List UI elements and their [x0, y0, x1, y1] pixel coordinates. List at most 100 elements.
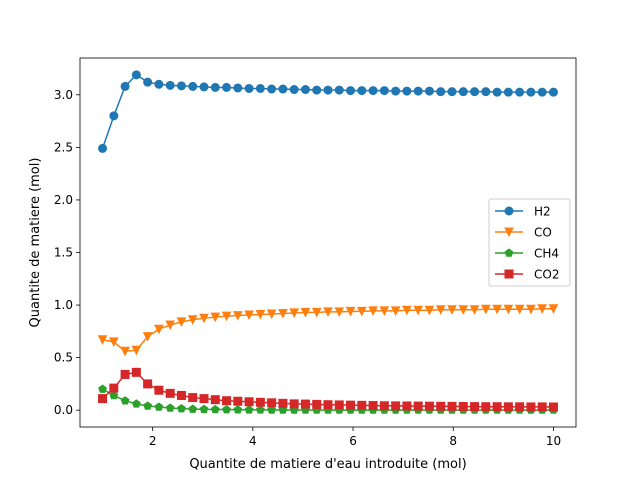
data-point-h2: [98, 143, 108, 153]
data-point-co: [210, 312, 221, 323]
data-point-co2: [131, 367, 141, 377]
data-point-ch4: [143, 401, 153, 410]
data-point-h2: [188, 81, 198, 91]
data-point-ch4: [120, 396, 130, 405]
x-tick-label: 6: [349, 434, 357, 448]
data-point-co: [435, 305, 446, 315]
data-point-co2: [278, 398, 288, 408]
data-point-ch4: [244, 405, 254, 414]
y-tick-label: 1.5: [54, 245, 73, 259]
data-point-co2: [346, 400, 356, 410]
data-point-co: [154, 324, 164, 335]
data-point-co2: [165, 388, 175, 398]
data-point-co2: [98, 394, 108, 404]
data-point-co2: [267, 398, 277, 408]
data-point-ch4: [154, 402, 164, 411]
data-point-h2: [368, 86, 378, 96]
data-point-co2: [188, 393, 198, 403]
data-point-co: [481, 304, 491, 315]
series-layer: [97, 70, 559, 414]
data-point-co2: [357, 400, 367, 410]
plot-frame: [79, 57, 577, 428]
data-point-co2: [503, 402, 513, 412]
data-point-h2: [436, 87, 446, 97]
data-point-co: [97, 335, 108, 345]
series-co: [97, 304, 559, 357]
data-point-co2: [289, 399, 299, 409]
data-point-h2: [109, 111, 119, 121]
data-point-co: [165, 320, 175, 331]
y-tick-label: 1.0: [54, 298, 73, 312]
data-point-co2: [526, 402, 536, 412]
data-point-co: [300, 307, 311, 318]
x-axis-label: Quantite de matiere d'eau introduite (mo…: [189, 457, 466, 472]
data-point-co2: [312, 399, 322, 409]
data-point-h2: [470, 87, 480, 97]
data-point-h2: [199, 82, 209, 92]
legend: H2 CO CH4 CO2: [488, 198, 571, 287]
data-point-co2: [402, 401, 412, 411]
data-point-h2: [357, 86, 367, 96]
series-co2: [98, 367, 558, 412]
data-point-co2: [436, 401, 446, 411]
data-point-h2: [312, 85, 322, 95]
data-point-co2: [244, 397, 254, 407]
data-point-co: [221, 311, 232, 322]
data-point-co: [458, 305, 469, 315]
x-tick-label: 8: [449, 434, 457, 448]
data-point-co2: [379, 401, 389, 411]
series-h2: [98, 70, 558, 153]
data-point-co: [289, 308, 299, 319]
data-point-h2: [210, 82, 220, 92]
data-point-co: [402, 305, 412, 316]
data-point-co: [514, 304, 525, 315]
data-point-co: [176, 317, 187, 327]
data-point-ch4: [210, 404, 220, 414]
data-point-ch4: [199, 404, 209, 414]
data-point-h2: [346, 86, 356, 96]
legend-label-co2: CO2: [534, 268, 559, 282]
data-point-co2: [120, 369, 130, 379]
data-point-co2: [143, 379, 153, 389]
data-point-co: [323, 307, 333, 318]
data-point-h2: [323, 85, 333, 95]
x-tick-label: 4: [249, 434, 257, 448]
data-point-h2: [503, 87, 513, 97]
data-point-ch4: [98, 384, 107, 393]
data-point-h2: [131, 70, 141, 80]
legend-label-h2: H2: [534, 205, 551, 219]
y-axis-label: Quantite de matiere (mol): [28, 158, 43, 328]
legend-label-ch4: CH4: [534, 247, 559, 261]
data-point-co2: [222, 396, 232, 406]
data-point-co2: [109, 383, 119, 393]
x-tick-label: 10: [546, 434, 561, 448]
data-point-co: [413, 305, 423, 316]
data-point-h2: [537, 87, 547, 97]
data-point-co2: [300, 399, 310, 409]
data-point-co2: [548, 402, 558, 412]
data-point-h2: [413, 86, 423, 96]
data-point-ch4: [222, 405, 231, 414]
data-point-co2: [199, 394, 209, 404]
data-point-co: [357, 306, 367, 317]
data-point-co: [131, 345, 142, 356]
data-point-co2: [233, 396, 243, 406]
data-point-co: [334, 307, 345, 318]
y-tick-label: 2.5: [54, 140, 73, 154]
data-point-co2: [334, 400, 344, 410]
data-point-co2: [447, 401, 457, 411]
data-point-co2: [323, 400, 333, 410]
y-tick-label: 0.5: [54, 351, 73, 365]
data-point-co2: [176, 390, 186, 400]
data-point-ch4: [255, 405, 265, 414]
data-point-h2: [120, 81, 130, 91]
data-point-co: [311, 307, 322, 318]
data-point-h2: [289, 85, 299, 95]
data-point-co2: [368, 401, 378, 411]
data-point-h2: [154, 79, 164, 89]
data-point-h2: [165, 80, 175, 90]
data-point-h2: [548, 87, 558, 97]
data-point-co2: [154, 385, 164, 395]
legend-item-co2: CO2: [495, 268, 559, 282]
data-point-co: [526, 304, 536, 315]
